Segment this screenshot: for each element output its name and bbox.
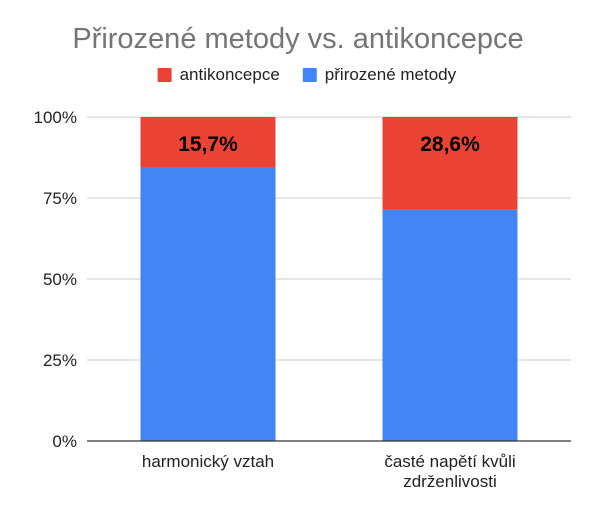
x-tick-label: zdrženlivosti: [403, 472, 497, 491]
x-tick-label: časté napětí kvůli: [384, 452, 515, 471]
legend: antikoncepce přirozené metody: [157, 65, 457, 84]
legend-label: přirozené metody: [325, 65, 457, 84]
legend-swatch: [157, 68, 172, 82]
chart-title: Přirozené metody vs. antikoncepce: [72, 23, 523, 55]
y-tick-label: 50%: [43, 270, 77, 289]
y-tick-label: 75%: [43, 189, 77, 208]
bar-segment: [140, 117, 276, 168]
data-labels: 15,7% harmonický vztah 28,6% časté napětí k…: [142, 133, 516, 491]
data-label: 15,7%: [178, 133, 238, 156]
y-tick-label: 0%: [52, 432, 77, 451]
bar-segment: [382, 209, 518, 441]
legend-swatch: [302, 68, 317, 82]
legend-label: antikoncepce: [180, 65, 280, 84]
bar-segment: [140, 167, 276, 442]
data-label: 28,6%: [420, 133, 480, 156]
bar-segment: [382, 117, 518, 210]
bars: [140, 117, 518, 442]
y-tick-label: 25%: [43, 351, 77, 370]
y-tick-label: 100%: [34, 108, 77, 127]
x-tick-label: harmonický vztah: [142, 452, 274, 471]
